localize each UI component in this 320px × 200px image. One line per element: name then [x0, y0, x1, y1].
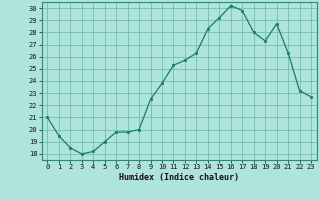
X-axis label: Humidex (Indice chaleur): Humidex (Indice chaleur) — [119, 173, 239, 182]
